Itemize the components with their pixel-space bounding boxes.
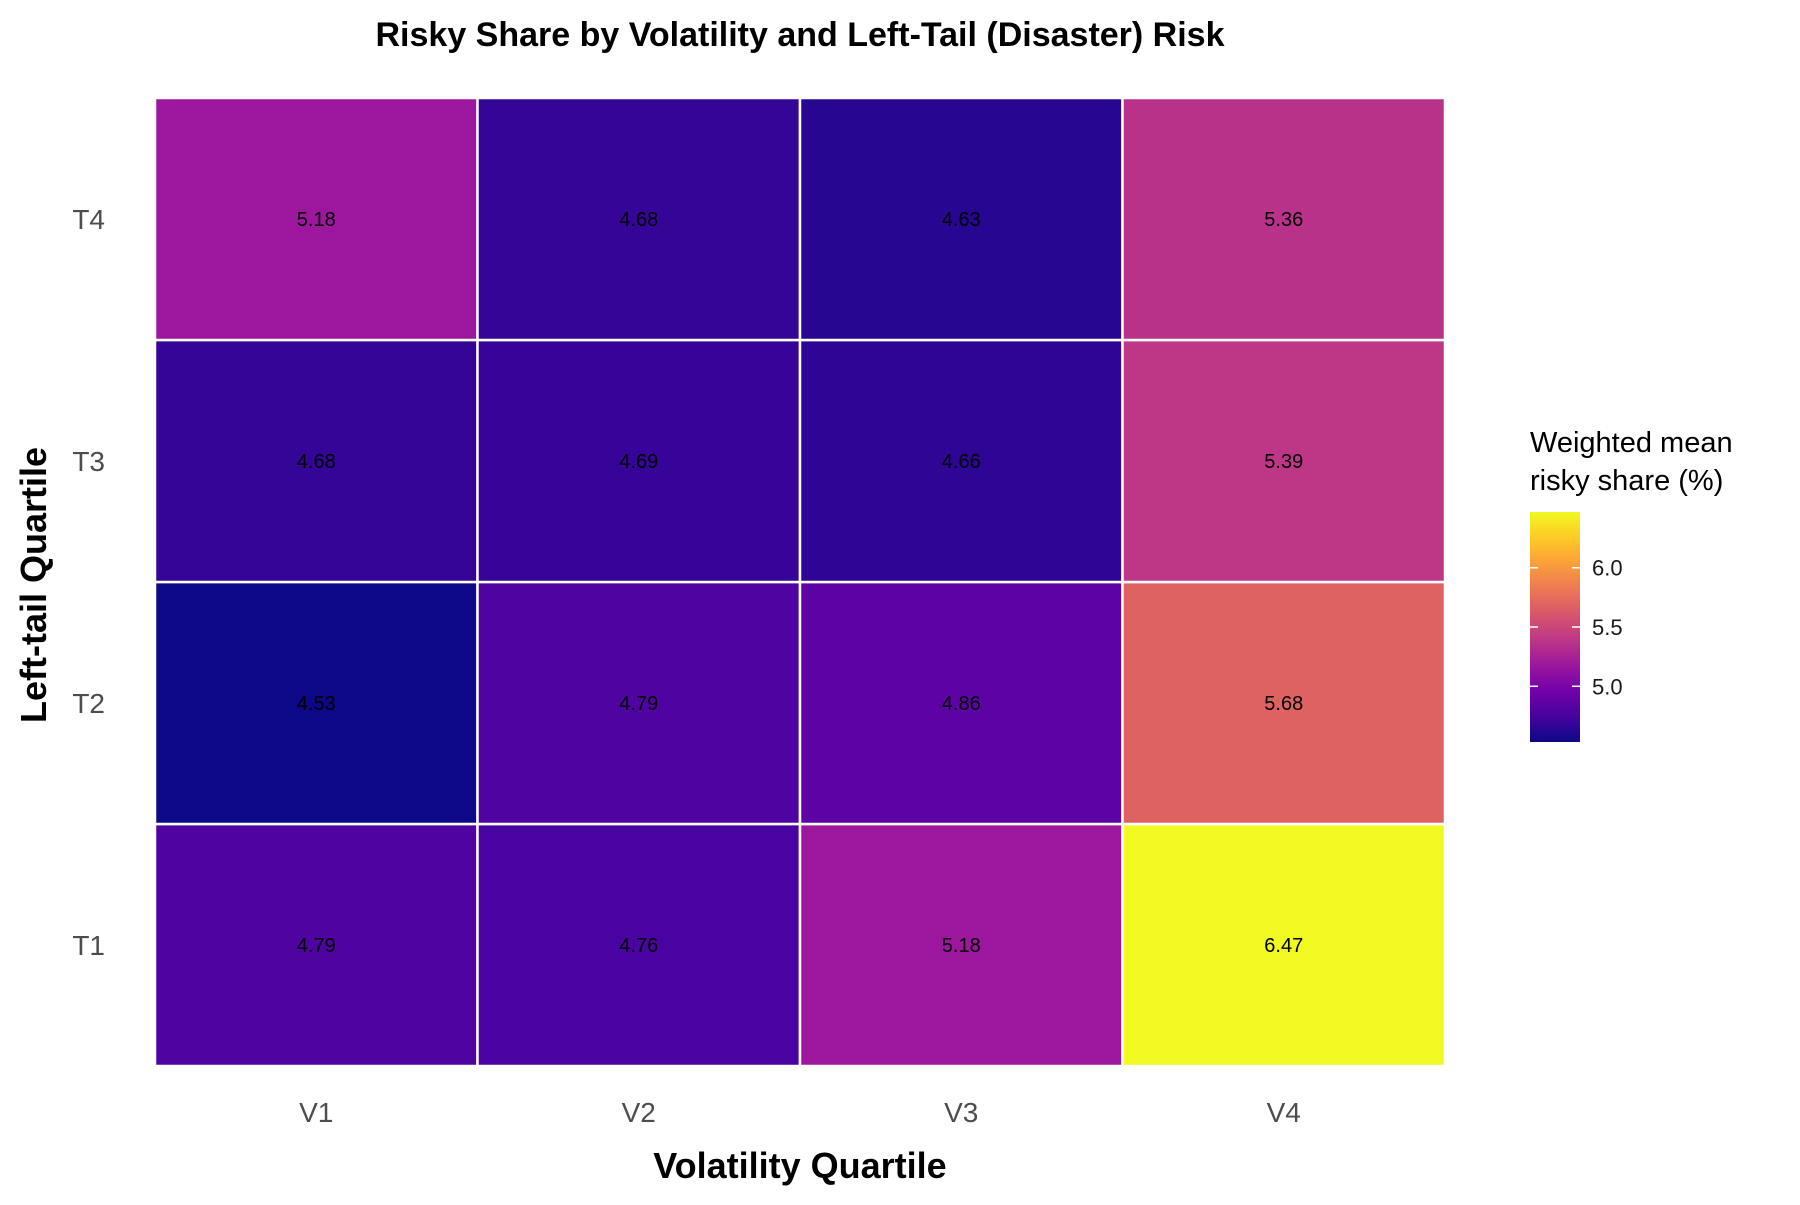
color-legend: Weighted mean risky share (%) 5.0 5.5 6.0 <box>1530 427 1733 742</box>
x-tick-label-V2: V2 <box>622 1097 656 1128</box>
cell-value-label-T4-V1: 5.18 <box>297 209 336 231</box>
heatmap-cell-T4-V4 <box>1121 96 1447 342</box>
heatmap-value-labels: 4.79 4.76 5.18 6.47 4.53 4.79 4.86 5.68 4.68 4.69… <box>297 209 1303 957</box>
cell-value-label-T3-V3: 4.66 <box>942 451 981 473</box>
legend-tick-label: 6.0 <box>1592 556 1623 581</box>
cell-value-label-T3-V1: 4.68 <box>297 451 336 473</box>
cell-value-label-T2-V3: 4.86 <box>942 693 981 715</box>
heatmap-cell-T2-V4 <box>1121 580 1447 826</box>
legend-title-line-2: risky share (%) <box>1530 465 1723 497</box>
cell-value-label-T3-V2: 4.69 <box>619 451 658 473</box>
cell-value-label-T1-V4: 6.47 <box>1264 935 1303 957</box>
legend-title-line-1: Weighted mean <box>1530 427 1733 459</box>
y-axis-ticks: T1 T2 T3 T4 <box>72 204 105 961</box>
cell-value-label-T4-V4: 5.36 <box>1264 209 1303 231</box>
x-axis-ticks: V1 V2 V3 V4 <box>299 1097 1301 1128</box>
y-tick-label-T2: T2 <box>72 688 105 719</box>
heatmap-cell-T3-V2 <box>476 338 802 584</box>
heatmap-cell-T2-V2 <box>476 580 802 826</box>
heatmap-cell-T1-V2 <box>476 822 802 1068</box>
cell-value-label-T2-V2: 4.79 <box>619 693 658 715</box>
heatmap-cell-T1-V1 <box>153 822 479 1068</box>
legend-tick-label: 5.0 <box>1592 674 1623 699</box>
cell-value-label-T2-V4: 5.68 <box>1264 693 1303 715</box>
y-tick-label-T1: T1 <box>72 930 105 961</box>
cell-value-label-T1-V2: 4.76 <box>619 935 658 957</box>
heatmap-cell-T1-V4 <box>1121 822 1447 1068</box>
heatmap-cell-T3-V1 <box>153 338 479 584</box>
heatmap-cell-T4-V1 <box>153 96 479 342</box>
cell-value-label-T4-V3: 4.63 <box>942 209 981 231</box>
cell-value-label-T1-V3: 5.18 <box>942 935 981 957</box>
x-tick-label-V1: V1 <box>299 1097 333 1128</box>
cell-value-label-T4-V2: 4.68 <box>619 209 658 231</box>
legend-color-bar <box>1530 512 1580 742</box>
heatmap-cell-T4-V2 <box>476 96 802 342</box>
x-tick-label-V4: V4 <box>1267 1097 1301 1128</box>
chart-title: Risky Share by Volatility and Left-Tail … <box>376 16 1225 54</box>
heatmap-cell-T2-V1 <box>153 580 479 826</box>
heatmap-cells <box>153 96 1447 1068</box>
y-axis-title: Left-tail Quartile <box>13 447 54 723</box>
y-tick-label-T4: T4 <box>72 204 105 235</box>
heatmap-cell-T2-V3 <box>798 580 1124 826</box>
cell-value-label-T1-V1: 4.79 <box>297 935 336 957</box>
x-tick-label-V3: V3 <box>944 1097 978 1128</box>
x-axis-title: Volatility Quartile <box>653 1145 946 1186</box>
legend-ticks: 5.0 5.5 6.0 <box>1530 556 1623 699</box>
cell-value-label-T3-V4: 5.39 <box>1264 451 1303 473</box>
legend-tick-label: 5.5 <box>1592 615 1623 640</box>
y-tick-label-T3: T3 <box>72 446 105 477</box>
heatmap-cell-T4-V3 <box>798 96 1124 342</box>
heatmap-cell-T3-V4 <box>1121 338 1447 584</box>
cell-value-label-T2-V1: 4.53 <box>297 693 336 715</box>
